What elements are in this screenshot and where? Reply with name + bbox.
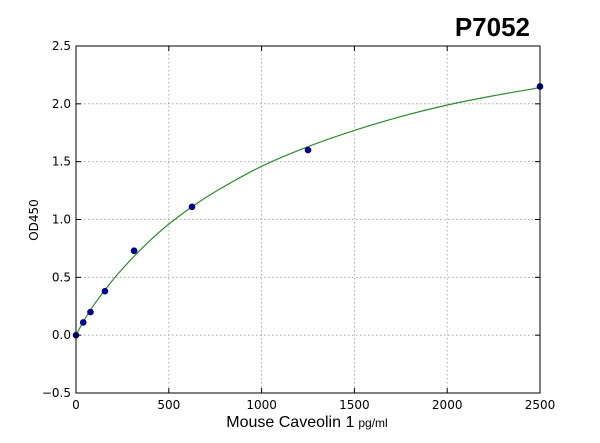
x-tick-label: 2000 [432, 398, 463, 412]
axis-ticks [75, 45, 541, 394]
data-point [87, 308, 94, 316]
x-axis-label: Mouse Caveolin 1 pg/ml [226, 414, 387, 431]
data-point [79, 319, 87, 326]
y-tick-label: 2.0 [52, 97, 71, 111]
x-tick-label: 0 [72, 398, 80, 412]
y-tick-label: 1.5 [52, 155, 71, 169]
x-axis-label-unit: pg/ml [358, 416, 387, 430]
chart-title: P7052 [455, 12, 530, 42]
x-tick-label: 1000 [246, 398, 277, 412]
y-axis-label: OD450 [27, 199, 41, 241]
data-point [304, 146, 312, 154]
data-point [188, 203, 196, 211]
x-tick-label: 2500 [525, 398, 556, 412]
y-tick-label: 0.5 [52, 270, 71, 284]
data-points-layer [72, 83, 544, 339]
y-tick-label: 2.5 [52, 39, 71, 53]
fit-curve-layer [75, 87, 541, 336]
fit-curve [75, 87, 541, 336]
x-axis-label-main: Mouse Caveolin 1 [226, 414, 354, 431]
data-point [101, 287, 109, 295]
axis-tick-labels: 0 500 1000 1500 2000 2500 −0.5 0.0 0.5 1.0 1.5 2.0 2… [42, 39, 555, 412]
y-tick-label: 0.0 [52, 328, 71, 342]
x-tick-label: 500 [157, 398, 180, 412]
y-tick-label: −0.5 [42, 386, 71, 400]
y-tick-label: 1.0 [52, 213, 71, 227]
grid-lines [75, 45, 541, 394]
x-tick-label: 1500 [339, 398, 370, 412]
data-point [130, 247, 138, 255]
